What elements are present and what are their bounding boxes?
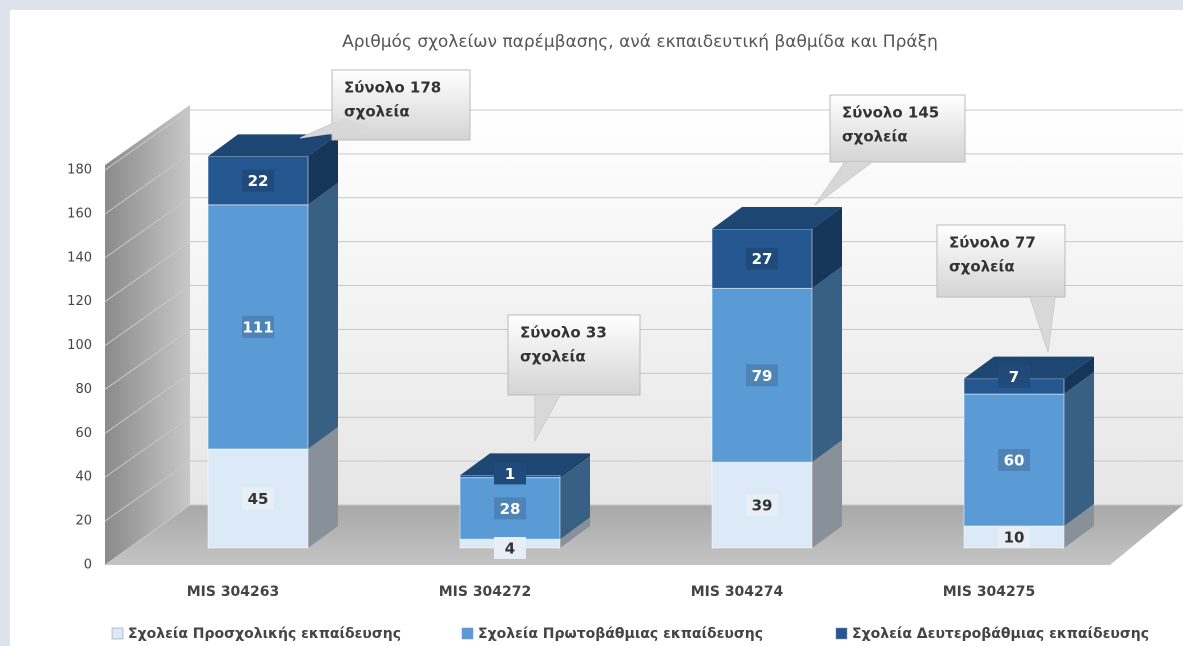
bar-side bbox=[308, 134, 338, 205]
y-tick-label: 80 bbox=[75, 382, 92, 397]
data-label-box bbox=[242, 169, 274, 192]
grid-line bbox=[104, 460, 1183, 522]
bar-side bbox=[1064, 504, 1094, 548]
data-label: 27 bbox=[752, 250, 773, 268]
bar-side bbox=[560, 453, 590, 478]
grid-line bbox=[104, 285, 1183, 346]
data-label-box bbox=[746, 247, 778, 270]
data-label: 111 bbox=[242, 318, 273, 336]
y-tick-label: 20 bbox=[75, 514, 92, 529]
data-label-box bbox=[746, 494, 778, 517]
data-label-box bbox=[494, 537, 526, 559]
grid-line bbox=[104, 197, 1183, 259]
grid-line bbox=[104, 416, 1183, 478]
callout bbox=[829, 94, 966, 163]
legend-swatch bbox=[835, 627, 848, 640]
data-label-box bbox=[242, 487, 274, 510]
floor bbox=[105, 505, 1183, 565]
data-label-box bbox=[494, 497, 526, 520]
callout-pointer-join bbox=[815, 162, 872, 205]
data-label-box bbox=[746, 364, 778, 387]
y-tick-label: 100 bbox=[67, 338, 92, 353]
grid-line bbox=[104, 372, 1183, 434]
bar-side bbox=[812, 207, 842, 289]
bar-side bbox=[560, 455, 590, 540]
callout-pointer-join bbox=[300, 118, 370, 138]
callout-text: Σύνολο 77 bbox=[949, 234, 1036, 252]
bar-side bbox=[560, 517, 590, 548]
bar-top bbox=[712, 207, 842, 229]
x-tick-label: MIS 304274 bbox=[691, 584, 784, 600]
grid-line bbox=[104, 504, 1183, 566]
callout-text: σχολεία bbox=[344, 103, 410, 121]
data-label: 7 bbox=[1009, 368, 1019, 386]
bar-side bbox=[308, 182, 338, 450]
callout-text: Σύνολο 145 bbox=[842, 104, 939, 122]
data-label: 79 bbox=[752, 367, 773, 385]
data-label: 22 bbox=[248, 172, 269, 190]
data-label-box bbox=[494, 462, 526, 485]
legend-swatch bbox=[461, 627, 474, 640]
legend-label: Σχολεία Προσχολικής εκπαίδευσης bbox=[128, 626, 401, 642]
data-label: 39 bbox=[752, 497, 773, 515]
chart-title: Αριθμός σχολείων παρέμβασης, ανά εκπαιδε… bbox=[342, 32, 938, 52]
x-tick-label: MIS 304275 bbox=[943, 584, 1036, 600]
bar-side bbox=[812, 266, 842, 463]
legend-swatch bbox=[111, 627, 124, 640]
y-tick-label: 140 bbox=[67, 250, 92, 265]
bar-side bbox=[308, 427, 338, 548]
data-label: 45 bbox=[248, 490, 269, 508]
data-label-box bbox=[242, 315, 274, 338]
data-label: 10 bbox=[1004, 529, 1025, 547]
bar-side bbox=[1064, 356, 1094, 394]
y-tick-label: 160 bbox=[67, 206, 92, 221]
callout-text: σχολεία bbox=[520, 348, 586, 366]
callout-text: σχολεία bbox=[842, 128, 908, 146]
y-tick-label: 40 bbox=[75, 470, 92, 485]
data-label-box bbox=[998, 526, 1030, 548]
x-tick-label: MIS 304263 bbox=[187, 584, 280, 600]
data-label: 60 bbox=[1004, 452, 1025, 470]
data-label: 28 bbox=[500, 500, 521, 518]
data-label-box bbox=[998, 365, 1030, 388]
side-wall bbox=[105, 105, 190, 565]
callout-pointer-join bbox=[1030, 297, 1055, 352]
y-tick-label: 180 bbox=[67, 163, 92, 178]
bar-top bbox=[208, 134, 338, 157]
legend-label: Σχολεία Πρωτοβάθμιας εκπαίδευσης bbox=[478, 626, 763, 642]
grid-line bbox=[104, 241, 1183, 303]
callout bbox=[507, 314, 641, 396]
data-label: 1 bbox=[505, 465, 515, 483]
callout-text: Σύνολο 33 bbox=[520, 324, 607, 342]
data-label-box bbox=[998, 449, 1030, 471]
back-wall bbox=[190, 105, 1183, 505]
callout bbox=[936, 224, 1066, 298]
y-tick-label: 0 bbox=[84, 558, 92, 573]
bar-side bbox=[1064, 372, 1094, 526]
y-tick-label: 120 bbox=[67, 294, 92, 309]
legend-label: Σχολεία Δευτεροβάθμιας εκπαίδευσης bbox=[852, 626, 1149, 642]
grid-line bbox=[104, 328, 1183, 390]
data-label: 4 bbox=[505, 540, 515, 558]
x-tick-label: MIS 304272 bbox=[439, 584, 532, 600]
callout-pointer-join bbox=[535, 395, 560, 440]
callout-text: σχολεία bbox=[949, 258, 1015, 276]
y-tick-label: 60 bbox=[75, 426, 92, 441]
bar-side bbox=[812, 440, 842, 548]
callout-text: Σύνολο 178 bbox=[344, 79, 441, 97]
